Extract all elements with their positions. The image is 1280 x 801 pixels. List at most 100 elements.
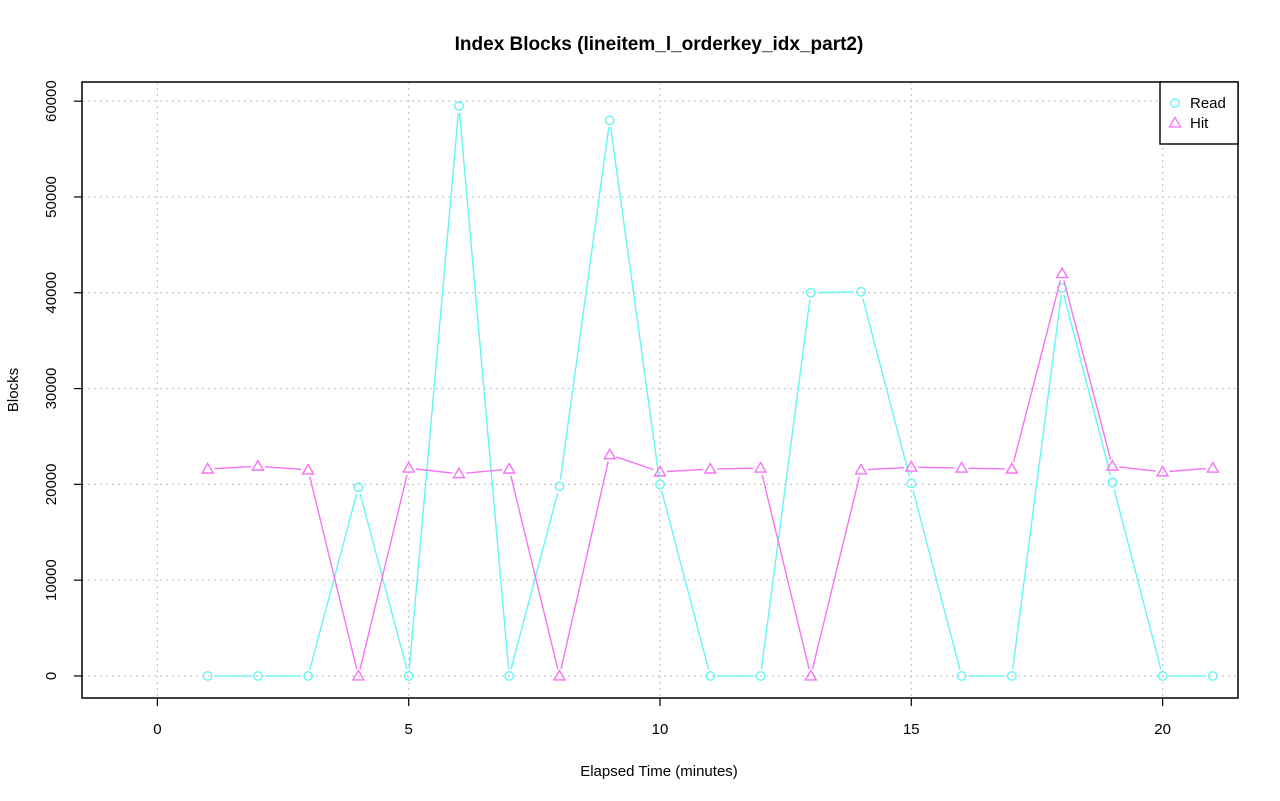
chart-title: Index Blocks (lineitem_l_orderkey_idx_pa…: [455, 34, 864, 55]
y-tick-label: 10000: [43, 559, 60, 601]
series-hit-segment: [761, 474, 810, 670]
data-point-read: [403, 671, 414, 681]
series-read-segment: [510, 492, 559, 670]
data-point-read: [604, 115, 615, 126]
series-hit-segment: [560, 461, 609, 670]
series-read-segment: [862, 298, 911, 477]
data-point-read: [1157, 671, 1168, 681]
series-read-segment: [408, 112, 460, 670]
series-read-segment: [458, 112, 510, 670]
axes: 0 5 10 15 20 0 10000 20000 30000 40000 50000 60000: [43, 80, 1171, 738]
legend-label-hit: Hit: [1190, 115, 1209, 132]
data-point-read: [454, 101, 464, 111]
series-hit-segment: [717, 467, 754, 470]
data-point-read: [353, 482, 364, 493]
series-read-segment: [1063, 294, 1112, 476]
series-layer: [200, 101, 1220, 681]
legend-label-read: Read: [1190, 95, 1226, 112]
data-point-hit: [1105, 459, 1120, 471]
series-read-segment: [309, 493, 358, 670]
series-read-segment: [1012, 294, 1062, 670]
series-hit-segment: [359, 474, 408, 670]
data-point-read: [856, 286, 866, 297]
data-point-hit: [653, 465, 667, 477]
data-point-read: [805, 287, 816, 298]
series-hit-segment: [510, 475, 559, 670]
data-point-read: [705, 671, 716, 681]
series-hit-segment: [1119, 466, 1156, 472]
data-point-hit: [351, 669, 366, 681]
y-tick-label: 0: [43, 672, 60, 680]
x-tick-label: 15: [903, 721, 920, 738]
series-hit-segment: [214, 465, 251, 470]
legend-marker-hit: [1168, 116, 1182, 128]
data-point-read: [906, 478, 917, 489]
data-point-hit: [301, 463, 315, 475]
data-point-hit: [804, 669, 818, 681]
data-point-read: [504, 671, 515, 681]
data-point-hit: [502, 462, 516, 474]
x-tick-label: 0: [153, 721, 161, 738]
series-read-segment: [912, 490, 961, 670]
data-point-read: [655, 479, 665, 490]
series-hit: [200, 266, 1220, 681]
series-read-segment: [559, 127, 610, 480]
data-point-hit: [954, 461, 969, 473]
series-read-segment: [359, 493, 408, 670]
data-point-hit: [251, 459, 265, 471]
data-point-read: [1207, 671, 1218, 681]
legend: Read Hit: [1159, 81, 1239, 145]
y-axis-label: Blocks: [5, 368, 22, 412]
series-hit-segment: [309, 476, 358, 670]
series-hit-segment: [968, 467, 1005, 470]
data-point-read: [755, 671, 766, 681]
data-point-hit: [1005, 462, 1019, 474]
series-read-segment: [760, 299, 811, 670]
data-point-hit: [401, 461, 416, 473]
grid: [82, 82, 1238, 698]
series-hit-segment: [264, 465, 302, 471]
x-tick-label: 20: [1154, 721, 1171, 738]
y-tick-label: 20000: [43, 464, 60, 506]
legend-box: [1159, 81, 1239, 145]
data-point-hit: [904, 460, 919, 472]
data-point-hit: [854, 463, 868, 475]
data-point-hit: [1155, 465, 1170, 477]
data-point-read: [554, 481, 565, 492]
series-hit-segment: [1169, 467, 1206, 473]
data-point-read: [253, 671, 263, 681]
series-hit-segment: [1063, 280, 1112, 460]
data-point-read: [1006, 671, 1017, 681]
legend-marker-read: [1170, 98, 1180, 108]
data-point-hit: [552, 669, 567, 681]
data-point-hit: [603, 447, 617, 460]
data-point-hit: [703, 462, 717, 474]
series-hit-segment: [1012, 280, 1062, 463]
series-read-segment: [1113, 489, 1162, 670]
series-read-segment: [817, 291, 855, 294]
data-point-hit: [452, 466, 466, 479]
x-axis-label: Elapsed Time (minutes): [580, 763, 738, 780]
y-tick-label: 40000: [43, 272, 60, 314]
data-point-hit: [753, 461, 768, 473]
series-read: [202, 101, 1218, 681]
y-tick-label: 50000: [43, 176, 60, 218]
y-tick-label: 30000: [43, 368, 60, 410]
data-point-hit: [1055, 266, 1069, 279]
series-read-segment: [661, 490, 710, 670]
data-point-hit: [1206, 461, 1220, 473]
series-hit-segment: [811, 476, 861, 670]
series-hit-segment: [666, 468, 704, 473]
data-point-hit: [200, 462, 215, 474]
data-point-read: [1107, 477, 1118, 488]
x-tick-label: 5: [405, 721, 413, 738]
data-point-read: [202, 671, 213, 681]
data-point-read: [956, 671, 967, 681]
series-hit-segment: [918, 466, 955, 469]
series-read-segment: [610, 127, 660, 478]
series-hit-segment: [465, 469, 503, 474]
y-tick-label: 60000: [43, 80, 60, 122]
series-hit-segment: [616, 456, 654, 471]
x-tick-label: 10: [652, 721, 669, 738]
